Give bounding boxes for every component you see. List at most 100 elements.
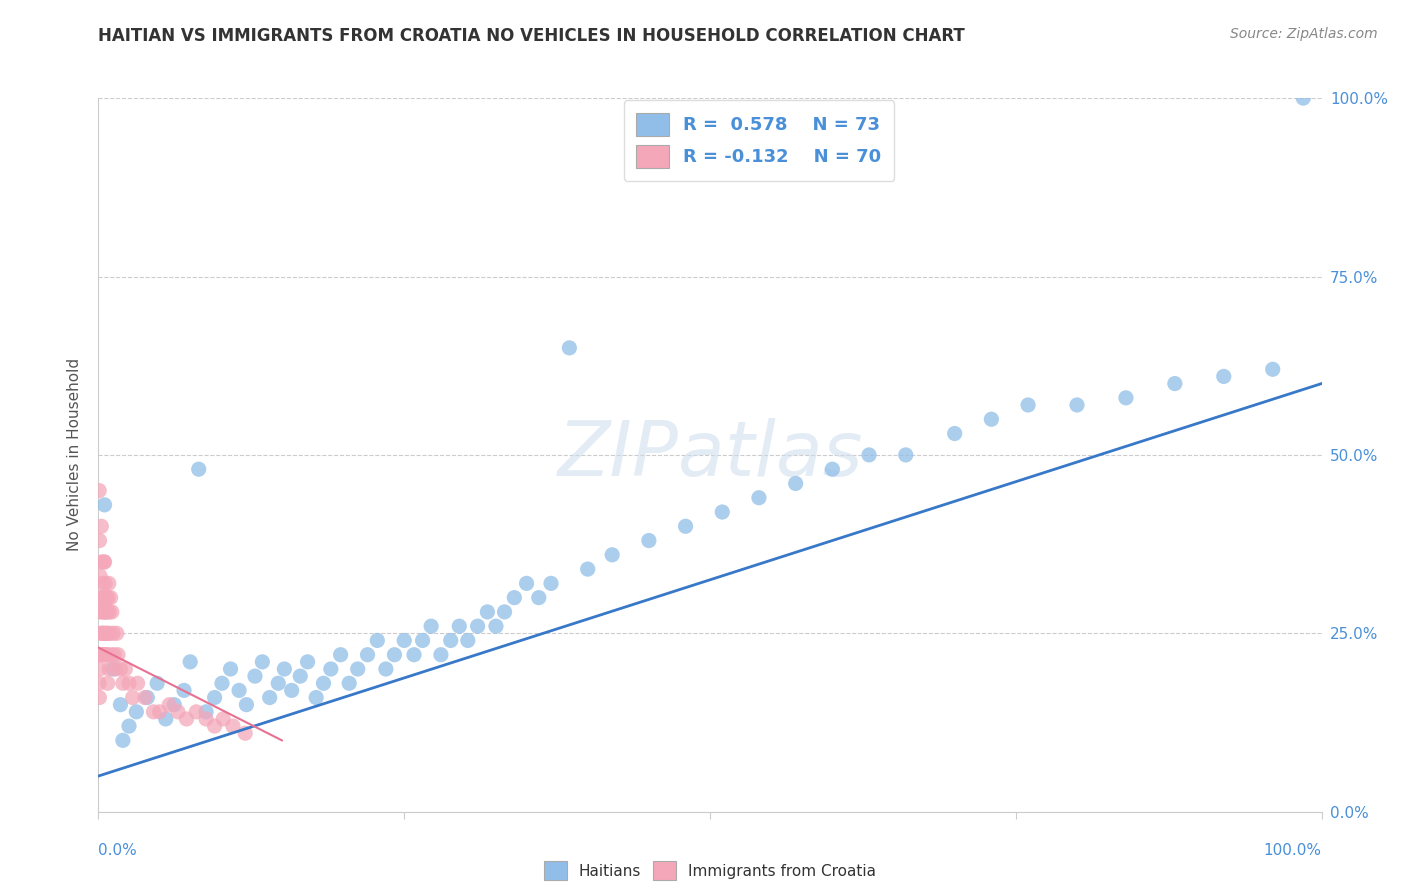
Point (943, 426, 966, 441)
Point (93, 648, 115, 662)
Point (94, 605, 117, 619)
Point (785, 476, 807, 491)
Point (89, 662, 111, 676)
Point (91, 626, 114, 640)
Point (98, 605, 121, 619)
Point (1164, 376, 1187, 391)
Point (149, 705, 172, 719)
Point (212, 712, 235, 726)
Point (89, 533, 111, 548)
Point (93, 626, 115, 640)
Point (252, 655, 274, 669)
Text: HAITIAN VS IMMIGRANTS FROM CROATIA NO VEHICLES IN HOUSEHOLD CORRELATION CHART: HAITIAN VS IMMIGRANTS FROM CROATIA NO VE… (98, 27, 965, 45)
Point (91, 648, 114, 662)
Point (93, 591, 115, 605)
Point (90, 626, 112, 640)
Point (516, 576, 538, 591)
Point (94, 605, 117, 619)
Point (329, 648, 352, 662)
Legend: Haitians, Immigrants from Croatia: Haitians, Immigrants from Croatia (537, 855, 883, 886)
Point (821, 462, 844, 476)
Point (176, 712, 198, 726)
Point (96, 648, 118, 662)
Point (675, 519, 697, 533)
Point (337, 676, 360, 690)
Point (101, 662, 124, 676)
Point (179, 655, 201, 669)
Point (93, 555, 115, 569)
Point (219, 662, 242, 676)
Point (101, 626, 124, 640)
Point (101, 605, 124, 619)
Point (121, 690, 143, 705)
Point (527, 591, 550, 605)
Point (127, 676, 149, 690)
Text: Source: ZipAtlas.com: Source: ZipAtlas.com (1230, 27, 1378, 41)
Point (134, 690, 156, 705)
Point (89, 690, 111, 705)
Point (1017, 398, 1039, 412)
Point (114, 662, 136, 676)
Point (494, 605, 516, 619)
Point (94, 648, 117, 662)
Point (91, 591, 114, 605)
Point (94, 576, 117, 591)
Point (186, 705, 208, 719)
Point (374, 662, 396, 676)
Point (1261, 362, 1284, 376)
Point (366, 633, 388, 648)
Point (346, 662, 368, 676)
Point (94, 591, 117, 605)
Point (1115, 391, 1137, 405)
Point (894, 448, 917, 462)
Y-axis label: No Vehicles in Household: No Vehicles in Household (67, 359, 83, 551)
Point (290, 669, 312, 683)
Point (228, 683, 250, 698)
Point (98, 626, 121, 640)
Point (163, 698, 186, 712)
Point (90, 648, 112, 662)
Point (412, 633, 434, 648)
Point (105, 626, 128, 640)
Point (638, 533, 661, 548)
Point (187, 462, 209, 476)
Point (297, 655, 319, 669)
Point (384, 648, 406, 662)
Point (89, 648, 111, 662)
Point (89, 569, 111, 583)
Point (155, 712, 177, 726)
Point (136, 690, 159, 705)
Point (558, 341, 581, 355)
Point (96, 591, 118, 605)
Point (711, 505, 734, 519)
Point (1212, 369, 1234, 384)
Point (90, 555, 112, 569)
Point (356, 648, 378, 662)
Point (90, 591, 112, 605)
Point (125, 705, 148, 719)
Point (97, 626, 120, 640)
Point (576, 562, 599, 576)
Point (280, 683, 302, 698)
Point (1066, 398, 1088, 412)
Point (267, 676, 290, 690)
Point (96, 648, 118, 662)
Point (97, 605, 120, 619)
Point (858, 448, 880, 462)
Point (103, 648, 125, 662)
Point (91, 576, 114, 591)
Point (173, 683, 195, 698)
Point (111, 676, 134, 690)
Point (195, 712, 218, 726)
Point (457, 633, 479, 648)
Point (259, 690, 281, 705)
Point (110, 662, 132, 676)
Point (980, 412, 1002, 426)
Point (233, 726, 256, 740)
Point (243, 669, 266, 683)
Point (110, 698, 132, 712)
Point (204, 719, 226, 733)
Point (449, 619, 471, 633)
Point (540, 576, 562, 591)
Point (98, 662, 121, 676)
